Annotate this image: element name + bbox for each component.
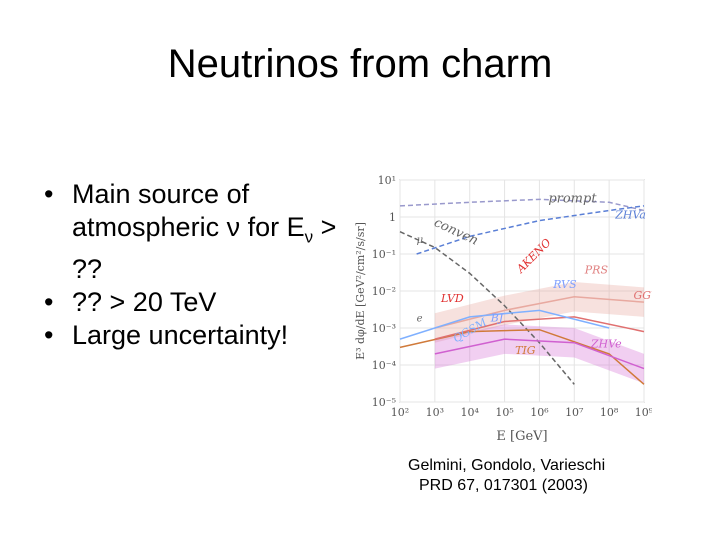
y-tick-labels: 10¹ 1 10⁻¹ 10⁻² 10⁻³ 10⁻⁴ 10⁻⁵ (372, 174, 397, 409)
curve-label: e (417, 313, 423, 324)
bullet-tail: > ?? (72, 212, 337, 285)
bullet-list: Main source of atmospheric ν for Eν > ??… (44, 178, 344, 352)
flux-bands (434, 282, 644, 384)
series-ggv (434, 316, 645, 340)
curve-label: RVS (552, 278, 577, 291)
curve-label: prompt (548, 191, 597, 206)
curve-label: BJ (490, 311, 504, 324)
citation-authors: Gelmini, Gondolo, Varieschi (408, 457, 606, 474)
curve-label: conven (432, 215, 481, 248)
x-tick-label: 10² (391, 406, 409, 419)
flux-plot: 10¹ 1 10⁻¹ 10⁻² 10⁻³ 10⁻⁴ 10⁻⁵ 10² 10³ 10⁴ 10⁵ 10⁶… (354, 174, 652, 444)
y-tick-label: 10⁻² (372, 285, 396, 298)
curve-label: AKENO (513, 236, 553, 276)
bullet-text: Large uncertainty! (72, 320, 289, 351)
bullet-uncertainty: Large uncertainty! (44, 319, 344, 352)
x-axis-label: E [GeV] (496, 429, 547, 444)
bullet-text: ?? > 20 TeV (72, 287, 217, 318)
series-zhve (434, 338, 645, 370)
citation-reference: PRD 67, 017301 (2003) (419, 477, 588, 494)
curve-label: ZHVa (614, 209, 646, 222)
x-tick-label: 10⁸ (600, 406, 619, 419)
y-tick-label: 10⁻⁵ (372, 396, 396, 409)
citation: Gelmini, Gondolo, Varieschi PRD 67, 0173… (408, 456, 605, 496)
x-tick-label: 10⁶ (530, 406, 549, 419)
slide-title: Neutrinos from charm (167, 42, 553, 86)
series-prompt (399, 198, 645, 212)
series-zhva (416, 205, 645, 255)
bullet-text: Main source of atmospheric ν for E (72, 179, 305, 242)
x-tick-label: 10⁴ (461, 406, 480, 419)
y-tick-label: 1 (389, 211, 396, 224)
y-axis-label: E³ dφ/dE [GeV²/cm²/s/sr] (354, 222, 367, 360)
curve-label: ZHVe (590, 337, 622, 350)
y-tick-label: 10⁻⁴ (372, 359, 397, 372)
curve-label: GGV (634, 289, 652, 302)
curve-label: LVD (440, 292, 464, 305)
x-tick-labels: 10² 10³ 10⁴ 10⁵ 10⁶ 10⁷ 10⁸ 10⁹ (391, 406, 652, 419)
series-qgsm (399, 309, 610, 340)
series-conven (399, 231, 575, 385)
x-tick-label: 10³ (426, 406, 444, 419)
x-tick-label: 10⁷ (565, 406, 584, 419)
band-prs (434, 282, 644, 343)
y-tick-label: 10⁻¹ (372, 248, 396, 261)
series-prs (434, 295, 645, 329)
x-tick-label: 10⁹ (635, 406, 652, 419)
band-zhve (434, 324, 644, 384)
x-tick-label: 10⁵ (495, 406, 513, 419)
curve-label: μ (417, 235, 424, 246)
y-tick-label: 10¹ (378, 174, 396, 187)
y-tick-label: 10⁻³ (372, 322, 396, 335)
bullet-energy: ?? > 20 TeV (44, 286, 344, 319)
curve-label: TIG (515, 344, 536, 357)
plot-grid (399, 179, 645, 403)
bullet-subscript: ν (304, 227, 314, 247)
flux-curves (399, 198, 645, 385)
bullet-main-source: Main source of atmospheric ν for Eν > ?? (44, 178, 344, 286)
curve-label: PRS (584, 263, 609, 276)
